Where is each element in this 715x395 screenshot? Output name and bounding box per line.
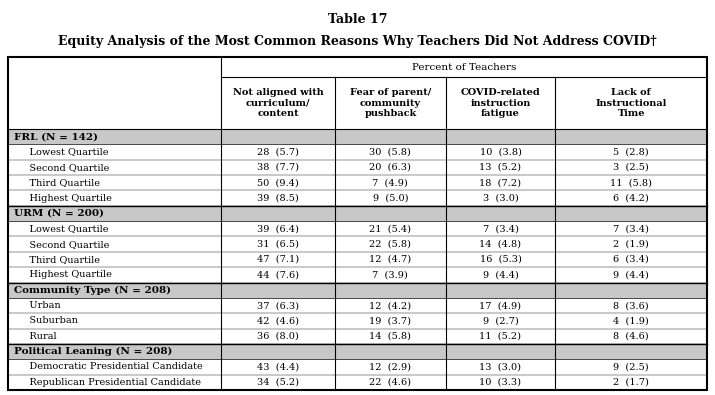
Text: 11  (5.2): 11 (5.2) bbox=[480, 332, 521, 341]
Text: 7  (3.4): 7 (3.4) bbox=[613, 224, 649, 233]
Text: 11  (5.8): 11 (5.8) bbox=[610, 178, 652, 187]
Text: 6  (3.4): 6 (3.4) bbox=[613, 255, 649, 264]
Bar bbox=[8, 344, 707, 359]
Text: Political Leaning (N = 208): Political Leaning (N = 208) bbox=[14, 347, 172, 356]
Text: 39  (8.5): 39 (8.5) bbox=[257, 194, 299, 203]
Text: Second Quartile: Second Quartile bbox=[20, 163, 109, 172]
Text: 19  (3.7): 19 (3.7) bbox=[370, 316, 411, 325]
Text: 7  (3.9): 7 (3.9) bbox=[373, 270, 408, 279]
Text: 14  (4.8): 14 (4.8) bbox=[480, 240, 521, 248]
Text: 22  (4.6): 22 (4.6) bbox=[370, 378, 411, 387]
Text: URM (N = 200): URM (N = 200) bbox=[14, 209, 104, 218]
Text: Democratic Presidential Candidate: Democratic Presidential Candidate bbox=[20, 363, 203, 371]
Text: 4  (1.9): 4 (1.9) bbox=[613, 316, 649, 325]
Text: 7  (4.9): 7 (4.9) bbox=[373, 178, 408, 187]
Text: 7  (3.4): 7 (3.4) bbox=[483, 224, 518, 233]
Bar bbox=[8, 282, 707, 298]
Text: 9  (2.5): 9 (2.5) bbox=[613, 363, 649, 371]
Text: Second Quartile: Second Quartile bbox=[20, 240, 109, 248]
Text: 6  (4.2): 6 (4.2) bbox=[613, 194, 649, 203]
Text: 28  (5.7): 28 (5.7) bbox=[257, 147, 299, 156]
Text: Urban: Urban bbox=[20, 301, 61, 310]
Text: Highest Quartile: Highest Quartile bbox=[20, 194, 112, 203]
Text: 2  (1.9): 2 (1.9) bbox=[613, 240, 649, 248]
Text: 37  (6.3): 37 (6.3) bbox=[257, 301, 299, 310]
Text: 36  (8.0): 36 (8.0) bbox=[257, 332, 299, 341]
Text: 12  (4.7): 12 (4.7) bbox=[369, 255, 411, 264]
Text: 3  (3.0): 3 (3.0) bbox=[483, 194, 518, 203]
Text: 42  (4.6): 42 (4.6) bbox=[257, 316, 299, 325]
Text: Equity Analysis of the Most Common Reasons Why Teachers Did Not Address COVID†: Equity Analysis of the Most Common Reaso… bbox=[58, 35, 657, 48]
Text: 17  (4.9): 17 (4.9) bbox=[480, 301, 521, 310]
Text: 5  (2.8): 5 (2.8) bbox=[613, 147, 649, 156]
Text: 43  (4.4): 43 (4.4) bbox=[257, 363, 299, 371]
Text: 9  (5.0): 9 (5.0) bbox=[373, 194, 408, 203]
Text: Not aligned with
curriculum/
content: Not aligned with curriculum/ content bbox=[233, 88, 324, 118]
Text: Community Type (N = 208): Community Type (N = 208) bbox=[14, 286, 171, 295]
Text: Percent of Teachers: Percent of Teachers bbox=[412, 62, 516, 71]
Text: 12  (4.2): 12 (4.2) bbox=[369, 301, 411, 310]
Text: COVID-related
instruction
fatigue: COVID-related instruction fatigue bbox=[460, 88, 541, 118]
Text: Suburban: Suburban bbox=[20, 316, 78, 325]
Text: 18  (7.2): 18 (7.2) bbox=[480, 178, 521, 187]
Text: 47  (7.1): 47 (7.1) bbox=[257, 255, 299, 264]
Text: 3  (2.5): 3 (2.5) bbox=[613, 163, 649, 172]
Text: Republican Presidential Candidate: Republican Presidential Candidate bbox=[20, 378, 201, 387]
Text: 2  (1.7): 2 (1.7) bbox=[613, 378, 649, 387]
Text: Rural: Rural bbox=[20, 332, 56, 341]
Text: Lack of
Instructional
Time: Lack of Instructional Time bbox=[596, 88, 667, 118]
Text: 50  (9.4): 50 (9.4) bbox=[257, 178, 299, 187]
Text: 20  (6.3): 20 (6.3) bbox=[370, 163, 411, 172]
Bar bbox=[8, 57, 707, 390]
Text: Third Quartile: Third Quartile bbox=[20, 178, 100, 187]
Text: 34  (5.2): 34 (5.2) bbox=[257, 378, 299, 387]
Text: 14  (5.8): 14 (5.8) bbox=[370, 332, 411, 341]
Text: Lowest Quartile: Lowest Quartile bbox=[20, 224, 109, 233]
Text: 30  (5.8): 30 (5.8) bbox=[370, 147, 411, 156]
Text: 38  (7.7): 38 (7.7) bbox=[257, 163, 299, 172]
Text: 16  (5.3): 16 (5.3) bbox=[480, 255, 521, 264]
Text: 9  (4.4): 9 (4.4) bbox=[483, 270, 518, 279]
Text: Table 17: Table 17 bbox=[327, 13, 388, 26]
Bar bbox=[8, 129, 707, 144]
Text: 9  (2.7): 9 (2.7) bbox=[483, 316, 518, 325]
Text: FRL (N = 142): FRL (N = 142) bbox=[14, 132, 98, 141]
Text: 12  (2.9): 12 (2.9) bbox=[370, 363, 411, 371]
Text: 8  (4.6): 8 (4.6) bbox=[613, 332, 649, 341]
Text: Highest Quartile: Highest Quartile bbox=[20, 270, 112, 279]
Text: Third Quartile: Third Quartile bbox=[20, 255, 100, 264]
Text: Lowest Quartile: Lowest Quartile bbox=[20, 147, 109, 156]
Text: 13  (5.2): 13 (5.2) bbox=[480, 163, 521, 172]
Text: 10  (3.8): 10 (3.8) bbox=[480, 147, 521, 156]
Text: Fear of parent/
community
pushback: Fear of parent/ community pushback bbox=[350, 88, 431, 118]
Text: 10  (3.3): 10 (3.3) bbox=[480, 378, 521, 387]
Text: 8  (3.6): 8 (3.6) bbox=[613, 301, 649, 310]
Text: 9  (4.4): 9 (4.4) bbox=[613, 270, 649, 279]
Text: 13  (3.0): 13 (3.0) bbox=[480, 363, 521, 371]
Text: 22  (5.8): 22 (5.8) bbox=[370, 240, 411, 248]
Text: 21  (5.4): 21 (5.4) bbox=[370, 224, 411, 233]
Text: 39  (6.4): 39 (6.4) bbox=[257, 224, 299, 233]
Text: 44  (7.6): 44 (7.6) bbox=[257, 270, 299, 279]
Bar bbox=[8, 206, 707, 221]
Text: 31  (6.5): 31 (6.5) bbox=[257, 240, 299, 248]
Bar bbox=[8, 57, 707, 390]
